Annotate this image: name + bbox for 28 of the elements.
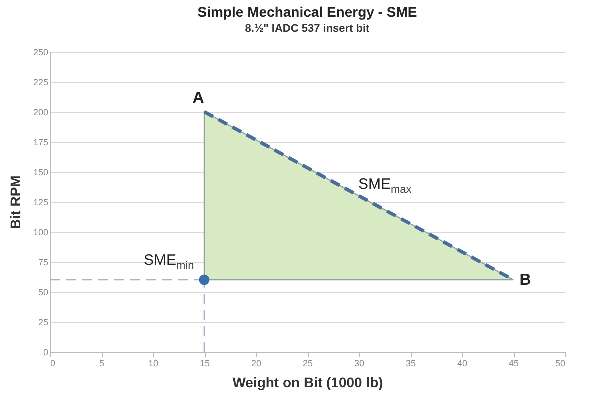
x-axis-title: Weight on Bit (1000 lb)	[232, 374, 384, 390]
y-tick-label: 125	[33, 198, 48, 208]
y-tick-label: 50	[38, 288, 48, 298]
annotation: B	[520, 272, 532, 289]
y-tick-label: 75	[38, 258, 48, 268]
x-tick-label: 20	[251, 358, 262, 368]
y-tick-label: 175	[33, 138, 48, 148]
x-tick-label: 15	[200, 358, 210, 368]
x-tick-label: 50	[555, 358, 566, 368]
x-tick-label: 30	[354, 358, 365, 368]
y-tick-label: 225	[33, 78, 48, 88]
annotation: A	[192, 90, 205, 107]
x-tick-label: 10	[148, 358, 159, 368]
x-tick-label: 35	[406, 358, 416, 368]
y-tick-label: 100	[33, 228, 48, 238]
y-axis-title: Bit RPM	[7, 176, 24, 230]
chart-subtitle: 8.½" IADC 537 insert bit	[245, 23, 370, 35]
x-tick-label: 40	[457, 358, 468, 368]
y-tick-label: 200	[33, 108, 48, 118]
x-tick-label: 5	[99, 358, 105, 368]
chart-title: Simple Mechanical Energy - SME	[198, 4, 418, 20]
x-tick-label: 45	[508, 358, 520, 368]
y-tick-label: 250	[33, 48, 48, 58]
x-tick-label: 25	[302, 358, 314, 368]
x-tick-label: 0	[50, 358, 56, 368]
y-tick-label: 25	[38, 318, 48, 328]
y-tick-label: 0	[43, 348, 48, 358]
y-tick-label: 150	[33, 168, 48, 178]
